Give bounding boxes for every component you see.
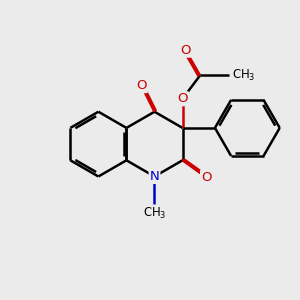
Text: CH$_3$: CH$_3$ — [143, 206, 166, 220]
Text: N: N — [150, 170, 159, 183]
Text: O: O — [180, 44, 191, 57]
Text: O: O — [201, 171, 211, 184]
Text: CH$_3$: CH$_3$ — [232, 68, 255, 83]
Text: O: O — [177, 92, 188, 105]
Text: O: O — [136, 79, 147, 92]
